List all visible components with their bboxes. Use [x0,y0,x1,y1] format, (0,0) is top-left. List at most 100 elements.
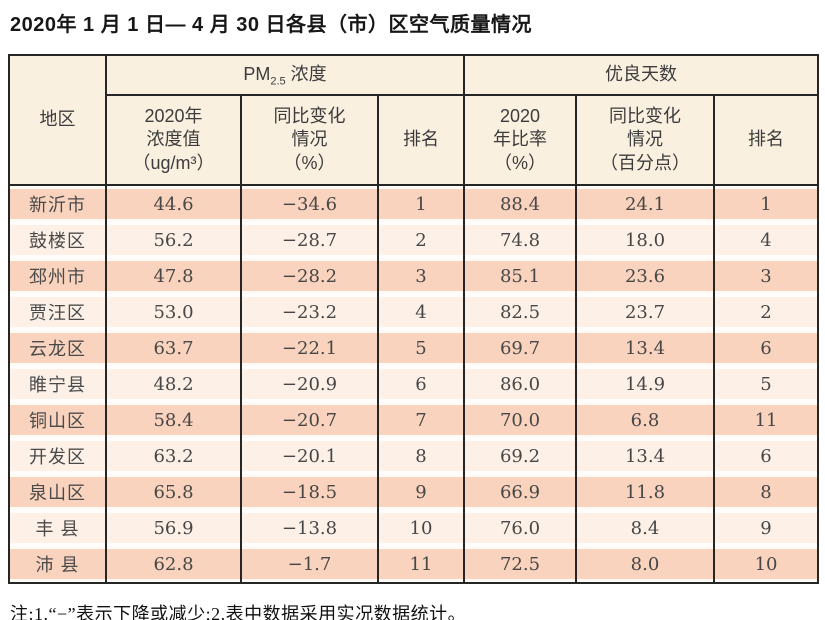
good-rank-cell: 1 [712,185,820,222]
good-rank-cell: 9 [712,510,820,546]
good-ratio-cell: 66.9 [463,474,577,510]
table-row: 新沂市 44.6 −34.6 1 88.4 24.1 1 [8,185,820,222]
good-ratio-cell: 72.5 [463,546,577,583]
good-ratio-cell: 69.2 [463,438,577,474]
region-cell: 铜山区 [8,402,107,438]
pm-value-cell: 62.8 [105,546,242,583]
pm-value-cell: 56.9 [105,510,242,546]
region-cell: 新沂市 [8,185,107,222]
table-header: 地区 PM2.5 浓度 优良天数 2020年 浓度值 （ug/m³） 同比变化 … [8,54,820,186]
good-rank-cell: 6 [712,438,820,474]
pm-value-cell: 47.8 [105,258,242,294]
table-row: 开发区 63.2 −20.1 8 69.2 13.4 6 [8,438,820,474]
good-ratio-cell: 86.0 [463,366,577,402]
pm-change-cell: −1.7 [240,546,379,583]
pm-rank-cell: 4 [377,294,465,330]
table-row: 云龙区 63.7 −22.1 5 69.7 13.4 6 [8,330,820,366]
header-pm25-group: PM2.5 浓度 [105,54,465,96]
region-cell: 鼓楼区 [8,222,107,258]
header-good-change: 同比变化 情况 （百分点） [575,94,715,186]
pm-rank-cell: 10 [377,510,465,546]
pm-change-cell: −20.7 [240,402,379,438]
good-change-cell: 13.4 [575,438,715,474]
good-ratio-cell: 76.0 [463,510,577,546]
pm-value-cell: 53.0 [105,294,242,330]
good-rank-cell: 2 [712,294,820,330]
table-row: 铜山区 58.4 −20.7 7 70.0 6.8 11 [8,402,820,438]
table-row: 泉山区 65.8 −18.5 9 66.9 11.8 8 [8,474,820,510]
pm-rank-cell: 2 [377,222,465,258]
pm-change-cell: −22.1 [240,330,379,366]
region-cell: 泉山区 [8,474,107,510]
good-rank-cell: 8 [712,474,820,510]
good-change-cell: 24.1 [575,185,715,222]
pm25-label-base: PM [243,64,271,85]
pm25-label-rest: 浓度 [285,64,327,85]
pm-rank-cell: 1 [377,185,465,222]
header-group-row: 地区 PM2.5 浓度 优良天数 [8,54,820,186]
table-body: 新沂市 44.6 −34.6 1 88.4 24.1 1 鼓楼区 56.2 −28.7 2 74.8 1… [8,185,820,583]
good-rank-cell: 4 [712,222,820,258]
pm-rank-cell: 8 [377,438,465,474]
pm-rank-cell: 11 [377,546,465,583]
good-ratio-cell: 74.8 [463,222,577,258]
region-cell: 开发区 [8,438,107,474]
region-cell: 丰 县 [8,510,107,546]
good-change-cell: 14.9 [575,366,715,402]
good-ratio-cell: 70.0 [463,402,577,438]
air-quality-table: 地区 PM2.5 浓度 优良天数 2020年 浓度值 （ug/m³） 同比变化 … [8,54,820,584]
good-change-cell: 8.0 [575,546,715,583]
table-row: 鼓楼区 56.2 −28.7 2 74.8 18.0 4 [8,222,820,258]
pm-change-cell: −28.2 [240,258,379,294]
region-cell: 云龙区 [8,330,107,366]
pm-change-cell: −23.2 [240,294,379,330]
region-cell: 睢宁县 [8,366,107,402]
pm-value-cell: 63.2 [105,438,242,474]
good-rank-cell: 10 [712,546,820,583]
header-good-ratio: 2020 年比率 （%） [463,94,577,186]
pm-value-cell: 58.4 [105,402,242,438]
pm-value-cell: 63.7 [105,330,242,366]
good-rank-cell: 11 [712,402,820,438]
pm-rank-cell: 9 [377,474,465,510]
header-region: 地区 [8,54,107,186]
region-cell: 沛 县 [8,546,107,583]
good-change-cell: 8.4 [575,510,715,546]
footnote: 注:1.“−”表示下降或减少;2.表中数据采用实况数据统计。 [10,604,467,620]
good-change-cell: 6.8 [575,402,715,438]
good-change-cell: 13.4 [575,330,715,366]
pm-change-cell: −28.7 [240,222,379,258]
pm-value-cell: 44.6 [105,185,242,222]
pm-value-cell: 56.2 [105,222,242,258]
table-row: 睢宁县 48.2 −20.9 6 86.0 14.9 5 [8,366,820,402]
table-row: 沛 县 62.8 −1.7 11 72.5 8.0 10 [8,546,820,583]
pm-change-cell: −18.5 [240,474,379,510]
good-ratio-cell: 85.1 [463,258,577,294]
pm-change-cell: −34.6 [240,185,379,222]
pm-value-cell: 48.2 [105,366,242,402]
good-change-cell: 23.6 [575,258,715,294]
good-ratio-cell: 88.4 [463,185,577,222]
table-row: 贾汪区 53.0 −23.2 4 82.5 23.7 2 [8,294,820,330]
good-rank-cell: 6 [712,330,820,366]
pm-change-cell: −20.1 [240,438,379,474]
pm-rank-cell: 7 [377,402,465,438]
region-cell: 贾汪区 [8,294,107,330]
header-pm-change: 同比变化 情况 （%） [240,94,379,186]
pm-value-cell: 65.8 [105,474,242,510]
good-change-cell: 23.7 [575,294,715,330]
header-sub-row: 2020年 浓度值 （ug/m³） 同比变化 情况 （%） 排名 2020 年比… [9,94,820,186]
pm-change-cell: −13.8 [240,510,379,546]
header-good-days-group: 优良天数 [462,54,820,96]
good-ratio-cell: 69.7 [463,330,577,366]
pm25-subscript: 2.5 [270,75,286,88]
header-pm-value: 2020年 浓度值 （ug/m³） [105,94,242,186]
table-row: 丰 县 56.9 −13.8 10 76.0 8.4 9 [8,510,820,546]
pm-change-cell: −20.9 [240,366,379,402]
header-pm-rank: 排名 [377,94,465,186]
page-title: 2020年 1 月 1 日— 4 月 30 日各县（市）区空气质量情况 [10,14,533,36]
good-rank-cell: 3 [712,258,820,294]
good-rank-cell: 5 [712,366,820,402]
pm-rank-cell: 3 [377,258,465,294]
